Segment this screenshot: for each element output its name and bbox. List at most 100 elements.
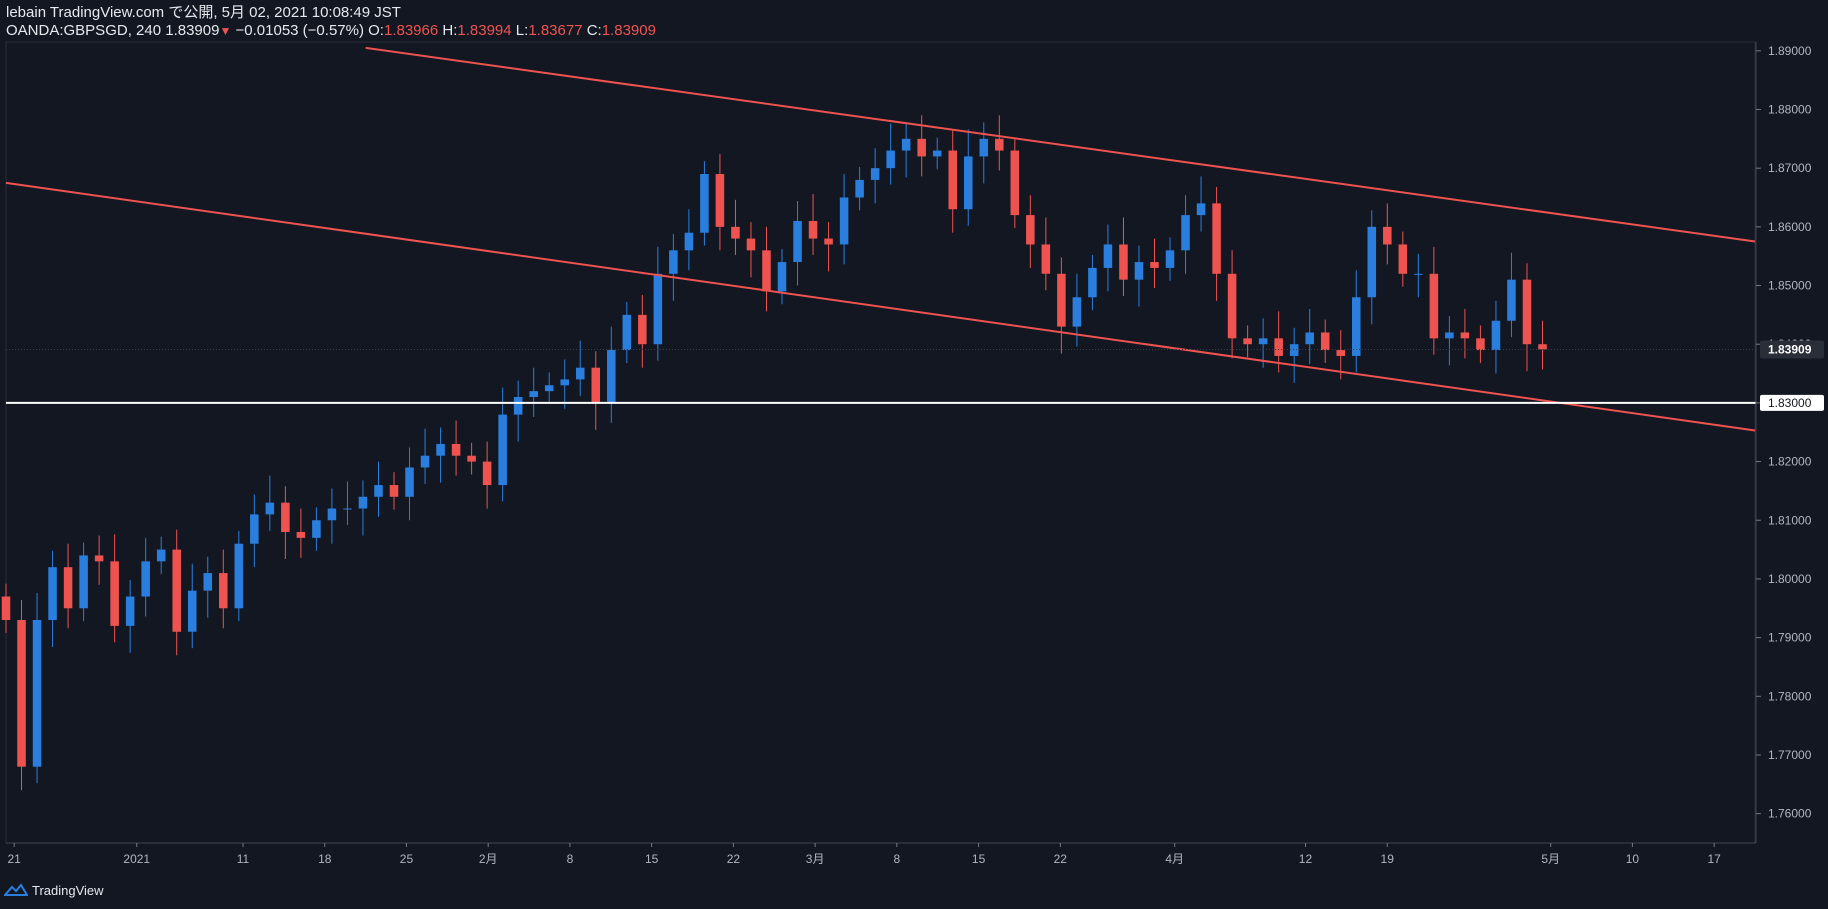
candle-body [870,168,880,180]
candle-body [1398,244,1408,274]
price-tick-label: 1.80000 [1768,572,1812,586]
candle-body [917,138,926,157]
time-tick-label: 5月 [1541,852,1560,866]
candle-body [219,573,228,609]
candle-body [48,567,57,621]
candle-body [110,561,119,626]
candle-body [1522,279,1532,345]
candle-body [1383,226,1392,245]
time-tick-label: 21 [7,852,21,866]
time-tick-label: 15 [972,852,986,866]
candle-body [327,508,337,521]
candle-body [389,485,399,497]
candle-body [591,367,601,403]
candle-body [141,561,150,597]
candle-body [1057,273,1066,327]
candle-body [172,549,181,632]
candle-body [374,485,383,497]
symbol-label[interactable]: OANDA:GBPSGD, 240 [6,22,162,39]
candle-body [1258,338,1268,345]
candle-body [669,250,678,274]
candle-body [467,455,476,462]
candle-body [1103,244,1113,268]
price-tick-label: 1.88000 [1768,102,1812,116]
candle-body [746,238,756,251]
candle-body [1,596,11,621]
candle-body [156,549,166,562]
candle-body [684,232,694,251]
candle-body [250,514,259,544]
channel-lower-line[interactable] [5,181,1756,432]
drawings[interactable] [5,46,1756,432]
price-tick-label: 1.85000 [1768,279,1812,293]
candle-body [498,414,507,486]
candle-body [1134,262,1144,280]
tradingview-branding[interactable]: TradingView [4,878,104,902]
candle-body [234,543,244,609]
candle-body [1336,350,1346,356]
price-tick-label: 1.76000 [1768,807,1812,821]
candle-body [1460,332,1470,339]
candle-body [560,379,569,386]
candle-body [638,314,647,345]
candle-body [1320,332,1330,351]
close-label: C: [586,22,602,39]
open-label: O: [368,22,384,39]
candle-body [808,220,818,239]
candle-body [296,531,306,538]
candle-body [451,443,461,456]
candle-body [32,620,42,767]
time-tick-label: 3月 [806,852,825,866]
level-price-tag [1760,394,1824,411]
candle-body [79,555,88,609]
open-value: 1.83966 [383,22,439,39]
candle-body [1414,273,1423,275]
candle-body [839,197,849,245]
time-tick-label: 22 [1054,852,1068,866]
price-axis[interactable]: 1.890001.880001.870001.860001.850001.840… [1755,42,1824,843]
candle-body [482,461,492,486]
candles [1,115,1547,791]
high-label: H: [442,22,458,39]
price-tick-label: 1.81000 [1768,513,1812,527]
time-tick-label: 17 [1707,852,1721,866]
channel-upper-line[interactable] [365,46,1756,243]
candle-body [1088,267,1097,298]
time-tick-label: 12 [1299,852,1313,866]
candle-body [607,350,616,403]
candle-body [203,573,213,591]
candle-body [855,179,864,198]
candle-body [886,150,895,169]
price-tick-label: 1.87000 [1768,161,1812,175]
candle-body [793,220,802,263]
candle-body [979,138,989,157]
price-tick-label: 1.78000 [1768,689,1812,703]
candle-body [575,367,585,380]
price-tick-label: 1.82000 [1768,455,1812,469]
candle-body [1243,338,1252,345]
price-tick-label: 1.89000 [1768,44,1812,58]
candle-body [995,138,1004,151]
time-tick-label: 8 [567,852,574,866]
candle-body [265,502,275,515]
time-tick-label: 8 [894,852,901,866]
candle-body [715,174,725,227]
candle-body [281,502,290,532]
time-tick-label: 22 [727,852,741,866]
last-price-label: 1.83909 [1768,343,1812,357]
close-value: 1.83909 [601,22,656,39]
candle-body [1538,344,1547,350]
candle-body [1041,244,1051,274]
candle-body [824,238,833,245]
time-axis[interactable]: 21 2021 11 18 25 2月 8 15 22 3月 8 15 22 4月 12 19 5月 10 17 [6,842,1756,866]
candle-body [1305,332,1314,345]
time-tick-label: 11 [237,852,250,866]
candle-body [1072,297,1082,327]
time-tick-label: 19 [1381,852,1395,866]
brand-label: TradingView [32,882,104,898]
candle-body [653,273,663,345]
candle-body [731,226,740,239]
candle-body [17,620,26,767]
candle-body [544,385,554,392]
